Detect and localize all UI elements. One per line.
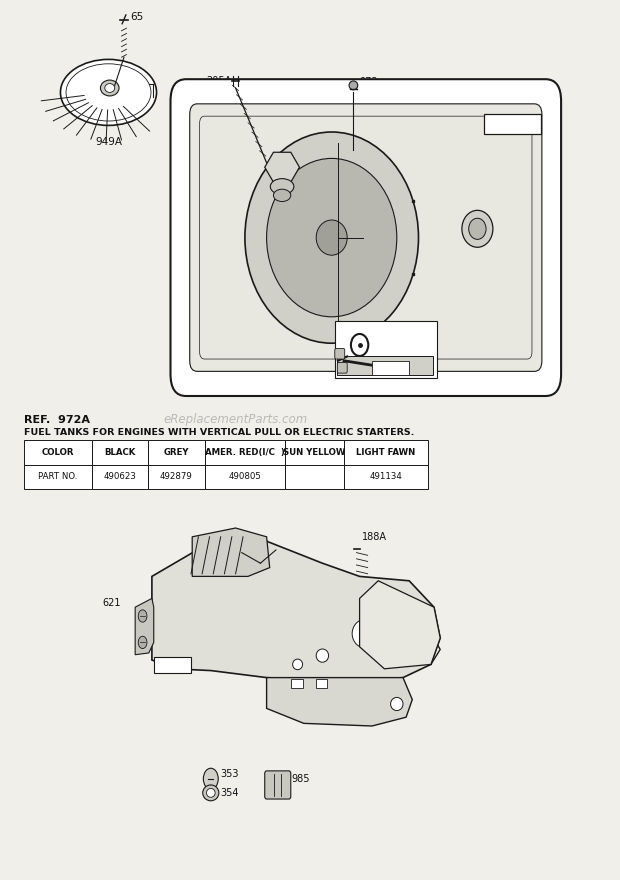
Text: 491134: 491134 bbox=[370, 473, 402, 481]
Text: REF.  972A: REF. 972A bbox=[24, 414, 89, 425]
Ellipse shape bbox=[462, 210, 493, 247]
Text: 490805: 490805 bbox=[228, 473, 262, 481]
Text: eReplacementParts.com: eReplacementParts.com bbox=[164, 414, 308, 426]
Text: 957: 957 bbox=[307, 153, 326, 164]
Text: 972A: 972A bbox=[498, 119, 526, 129]
Text: 973: 973 bbox=[360, 77, 378, 87]
Polygon shape bbox=[360, 581, 440, 669]
Text: BLACK: BLACK bbox=[104, 448, 135, 457]
Text: 958: 958 bbox=[382, 363, 399, 372]
Text: AMER. RED(I/C  ): AMER. RED(I/C ) bbox=[205, 448, 285, 457]
Ellipse shape bbox=[293, 659, 303, 670]
Ellipse shape bbox=[270, 179, 294, 194]
Ellipse shape bbox=[391, 697, 403, 711]
Bar bbox=[205, 440, 285, 465]
Ellipse shape bbox=[206, 788, 215, 797]
Ellipse shape bbox=[352, 620, 379, 648]
Ellipse shape bbox=[389, 634, 404, 650]
Polygon shape bbox=[265, 152, 299, 182]
Ellipse shape bbox=[469, 218, 486, 239]
Bar bbox=[285, 465, 344, 489]
Text: 620A: 620A bbox=[161, 661, 184, 670]
Bar bbox=[285, 440, 344, 465]
Bar bbox=[92, 440, 148, 465]
Bar bbox=[344, 440, 428, 465]
Bar bbox=[344, 465, 428, 489]
Text: 617A: 617A bbox=[377, 332, 402, 342]
Text: 490623: 490623 bbox=[103, 473, 136, 481]
Text: SUN YELLOW: SUN YELLOW bbox=[283, 448, 346, 457]
Ellipse shape bbox=[245, 132, 418, 343]
FancyBboxPatch shape bbox=[337, 363, 347, 373]
Ellipse shape bbox=[203, 785, 219, 801]
Ellipse shape bbox=[316, 220, 347, 255]
Text: 916: 916 bbox=[228, 577, 247, 588]
Circle shape bbox=[203, 768, 218, 789]
FancyBboxPatch shape bbox=[335, 348, 345, 359]
Ellipse shape bbox=[349, 81, 358, 90]
Text: 949A: 949A bbox=[95, 136, 122, 147]
Polygon shape bbox=[135, 598, 154, 655]
Text: 188A: 188A bbox=[361, 532, 386, 542]
Bar bbox=[154, 657, 191, 673]
Text: 492879: 492879 bbox=[160, 473, 192, 481]
Bar bbox=[205, 465, 285, 489]
Ellipse shape bbox=[273, 189, 291, 202]
Text: 621: 621 bbox=[102, 598, 121, 608]
Text: 353: 353 bbox=[220, 769, 239, 780]
Bar bbox=[291, 679, 303, 688]
Ellipse shape bbox=[61, 60, 156, 126]
FancyBboxPatch shape bbox=[170, 79, 561, 396]
Ellipse shape bbox=[267, 158, 397, 317]
Ellipse shape bbox=[316, 649, 329, 663]
Polygon shape bbox=[267, 678, 412, 726]
Circle shape bbox=[138, 610, 147, 622]
Text: 65: 65 bbox=[130, 11, 143, 22]
Bar bbox=[484, 114, 541, 134]
Text: PART NO.: PART NO. bbox=[38, 473, 78, 481]
Bar bbox=[148, 465, 205, 489]
Bar bbox=[316, 679, 327, 688]
Bar bbox=[337, 356, 433, 375]
Text: 354: 354 bbox=[220, 788, 239, 798]
Text: 985: 985 bbox=[291, 774, 310, 784]
Text: LIGHT FAWN: LIGHT FAWN bbox=[356, 448, 415, 457]
Bar bbox=[24, 465, 92, 489]
FancyBboxPatch shape bbox=[265, 771, 291, 799]
Bar bbox=[92, 465, 148, 489]
Bar bbox=[24, 440, 92, 465]
Polygon shape bbox=[192, 528, 270, 576]
Ellipse shape bbox=[100, 80, 119, 96]
Bar bbox=[335, 321, 437, 378]
Polygon shape bbox=[152, 541, 440, 682]
Text: 205A: 205A bbox=[206, 76, 231, 86]
Ellipse shape bbox=[105, 84, 115, 92]
Bar bbox=[372, 361, 409, 375]
Text: GREY: GREY bbox=[163, 448, 189, 457]
Text: FUEL TANKS FOR ENGINES WITH VERTICAL PULL OR ELECTRIC STARTERS.: FUEL TANKS FOR ENGINES WITH VERTICAL PUL… bbox=[24, 428, 414, 436]
Bar bbox=[148, 440, 205, 465]
FancyBboxPatch shape bbox=[190, 104, 542, 371]
Circle shape bbox=[138, 636, 147, 649]
Text: COLOR: COLOR bbox=[42, 448, 74, 457]
